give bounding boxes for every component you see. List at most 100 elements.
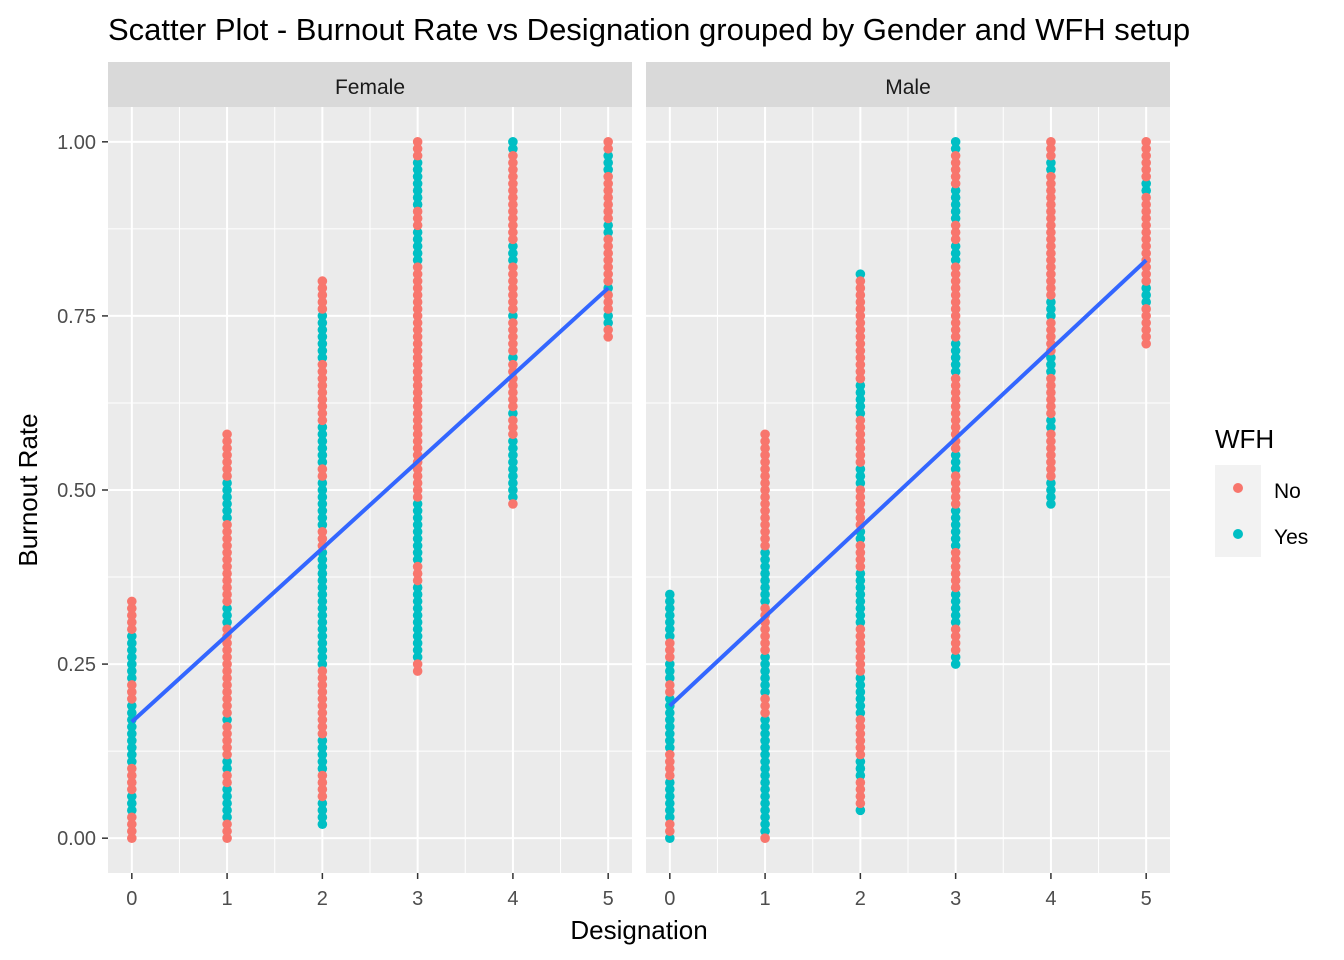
data-point-yes: [222, 506, 232, 516]
data-point-no: [950, 561, 961, 572]
data-point-no: [603, 255, 613, 265]
data-point-yes: [855, 687, 866, 697]
data-point-no: [760, 450, 770, 460]
data-point-no: [508, 304, 518, 314]
data-point-yes: [855, 694, 866, 704]
data-point-yes: [950, 464, 961, 474]
data-point-no: [317, 401, 328, 412]
data-point-no: [855, 728, 866, 739]
data-point-no: [855, 638, 866, 648]
data-point-yes: [317, 520, 328, 530]
data-point-yes: [222, 756, 232, 767]
x-tick-label: 0: [126, 888, 137, 910]
data-point-no: [508, 415, 518, 426]
data-point-yes: [1046, 499, 1056, 509]
data-point-no: [665, 687, 675, 697]
data-point-yes: [127, 728, 137, 739]
data-point-no: [950, 547, 961, 558]
data-point-yes: [127, 756, 137, 767]
data-point-yes: [665, 631, 675, 642]
data-point-no: [1141, 269, 1151, 279]
data-point-yes: [412, 227, 423, 238]
data-point-no: [1046, 171, 1056, 182]
data-point-no: [127, 603, 137, 614]
data-point-yes: [760, 547, 770, 558]
data-point-no: [855, 715, 866, 725]
data-point-no: [950, 401, 961, 412]
data-point-yes: [317, 589, 328, 600]
data-point-yes: [222, 492, 232, 502]
data-point-yes: [222, 610, 232, 621]
x-tick-label: 5: [603, 888, 614, 910]
data-point-no: [222, 687, 232, 697]
data-point-yes: [317, 596, 328, 607]
data-point-no: [317, 770, 328, 781]
data-point-yes: [222, 478, 232, 488]
data-point-yes: [1046, 164, 1056, 175]
data-point-no: [760, 492, 770, 502]
data-point-no: [508, 359, 518, 370]
data-point-yes: [412, 513, 423, 523]
data-point-no: [1046, 227, 1056, 238]
data-point-no: [222, 582, 232, 593]
data-point-no: [950, 443, 961, 454]
data-point-yes: [1141, 178, 1151, 189]
data-point-no: [950, 485, 961, 495]
data-point-no: [222, 666, 232, 676]
data-point-no: [412, 283, 423, 293]
data-point-yes: [950, 596, 961, 607]
data-point-no: [603, 206, 613, 217]
data-point-no: [950, 638, 961, 648]
data-point-no: [1046, 325, 1056, 335]
data-point-no: [855, 666, 866, 676]
facet-strip-female: [108, 62, 632, 107]
data-point-yes: [950, 338, 961, 349]
data-point-no: [317, 666, 328, 676]
data-point-yes: [950, 352, 961, 363]
data-point-no: [760, 638, 770, 648]
data-point-yes: [760, 777, 770, 788]
data-point-yes: [760, 826, 770, 837]
data-point-no: [508, 164, 518, 175]
data-point-yes: [412, 526, 423, 537]
data-point-no: [508, 325, 518, 335]
data-point-no: [222, 638, 232, 648]
data-point-no: [317, 708, 328, 718]
data-point-no: [1141, 171, 1151, 182]
data-point-no: [222, 547, 232, 558]
data-point-no: [412, 436, 423, 447]
data-point-no: [317, 408, 328, 419]
data-point-no: [1141, 206, 1151, 217]
data-point-no: [855, 359, 866, 370]
data-point-no: [127, 826, 137, 837]
data-point-no: [855, 283, 866, 293]
data-point-yes: [665, 812, 675, 823]
data-point-yes: [412, 192, 423, 203]
data-point-yes: [760, 742, 770, 753]
data-point-yes: [665, 617, 675, 628]
data-point-yes: [855, 533, 866, 544]
y-axis-title: Burnout Rate: [13, 413, 43, 566]
data-point-no: [855, 513, 866, 523]
data-point-no: [317, 715, 328, 725]
data-point-no: [412, 359, 423, 370]
data-point-no: [412, 206, 423, 217]
data-point-yes: [1046, 415, 1056, 426]
data-point-no: [855, 742, 866, 753]
data-point-no: [222, 735, 232, 746]
data-point-yes: [222, 812, 232, 823]
data-point-no: [222, 749, 232, 760]
data-point-no: [760, 540, 770, 551]
data-point-yes: [760, 659, 770, 669]
data-point-no: [665, 826, 675, 837]
data-point-yes: [855, 464, 866, 474]
data-point-yes: [317, 652, 328, 662]
data-point-no: [1141, 213, 1151, 224]
data-point-no: [950, 568, 961, 579]
data-point-no: [1046, 283, 1056, 293]
data-point-no: [760, 499, 770, 509]
data-point-yes: [412, 603, 423, 614]
data-point-yes: [317, 506, 328, 516]
data-point-no: [760, 471, 770, 481]
